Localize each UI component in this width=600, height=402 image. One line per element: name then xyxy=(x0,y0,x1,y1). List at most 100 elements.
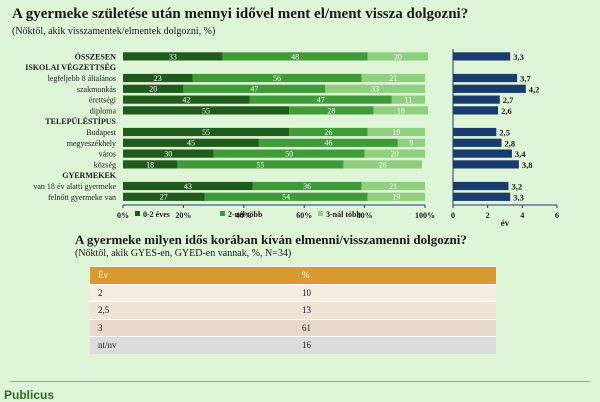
data-label: 2,5 xyxy=(499,128,510,138)
data-label: 3,4 xyxy=(515,149,526,159)
table-row: 3 61 xyxy=(90,318,496,337)
chart-subtitle: (Nőktől, akik visszamentek/elmentek dolg… xyxy=(12,26,216,37)
bar-segment xyxy=(222,52,368,61)
table-cell: nt/nv xyxy=(90,336,294,354)
data-label: 3,2 xyxy=(511,182,522,192)
tick-label: 2 xyxy=(486,211,490,220)
bar-segment xyxy=(391,95,425,104)
category-label: ÖSSZESEN xyxy=(75,52,117,61)
legend-label: 2-nél több xyxy=(228,210,263,219)
data-label: 54 xyxy=(282,193,290,202)
table-title: A gyermeke milyen idős korában kíván elm… xyxy=(75,232,467,247)
data-label: 21 xyxy=(389,74,397,83)
data-label: 46 xyxy=(324,139,332,148)
data-label: 18 xyxy=(397,106,405,115)
bar xyxy=(453,127,497,137)
bar-segment xyxy=(123,138,259,147)
bar-segment xyxy=(123,106,290,115)
table-row: 2,5 13 xyxy=(90,301,496,319)
bar-segment xyxy=(123,95,250,104)
bar-segment xyxy=(367,192,425,201)
bar-segment xyxy=(343,160,422,169)
bar-segment xyxy=(123,127,290,137)
bar xyxy=(453,160,519,169)
bar-segment xyxy=(325,84,425,93)
data-label: 56 xyxy=(273,74,281,83)
bar-segment xyxy=(364,149,425,158)
bar-segment xyxy=(373,106,429,115)
bar xyxy=(453,84,526,93)
bar xyxy=(453,192,511,201)
legend-label: 0-2 éves xyxy=(143,210,170,219)
bar-segment xyxy=(397,138,425,147)
table-cell: 2,5 xyxy=(90,301,294,319)
bar-segment xyxy=(289,106,374,115)
table-row: 2 10 xyxy=(90,283,496,302)
bar-segment xyxy=(289,127,368,137)
table-cell: 61 xyxy=(294,318,496,337)
result-table: Év % 2 10 2,5 13 3 61 nt/nv 16 xyxy=(90,266,496,354)
bar-segment xyxy=(123,52,223,61)
table-cell: 3 xyxy=(90,318,294,337)
data-label: 33 xyxy=(371,85,379,94)
brand-logo: Publicus xyxy=(4,388,55,402)
data-label: 45 xyxy=(187,139,195,148)
bar-segment xyxy=(204,192,368,201)
table-subtitle: (Nőktől, akik GYES-en, GYED-en vannak, %… xyxy=(75,248,292,259)
bar-segment xyxy=(123,181,253,191)
category-label: van 18 év alatti gyermeke xyxy=(33,182,116,191)
table-header-cell: Év xyxy=(90,266,294,284)
bar-segment xyxy=(123,192,205,201)
bar xyxy=(453,95,500,104)
category-label: diploma xyxy=(90,106,117,115)
data-label: 3,8 xyxy=(522,160,533,170)
bar-segment xyxy=(258,138,398,147)
data-label: 19 xyxy=(392,193,400,202)
bar-segment xyxy=(367,127,425,137)
table-cell: 13 xyxy=(294,301,496,319)
data-label: 20 xyxy=(149,85,157,94)
data-label: 30 xyxy=(164,150,172,159)
table-row: nt/nv 16 xyxy=(90,336,496,354)
data-label: 9 xyxy=(409,139,413,148)
data-label: 2,8 xyxy=(505,138,516,148)
data-label: 55 xyxy=(202,106,210,115)
legend-label: 3-nál több xyxy=(326,210,361,219)
category-label: GYERMEKEK xyxy=(62,171,117,180)
data-label: 50 xyxy=(285,150,293,159)
data-label: 42 xyxy=(182,96,190,105)
bar xyxy=(453,138,502,147)
data-label: 11 xyxy=(405,96,413,105)
tick-label: 20% xyxy=(175,211,191,220)
bar xyxy=(453,73,518,83)
data-label: 3,3 xyxy=(513,192,524,202)
legend-swatch xyxy=(318,211,323,216)
category-label: felnőtt gyermeke van xyxy=(48,193,116,202)
bar xyxy=(453,52,511,61)
category-label: Budapest xyxy=(86,128,117,137)
bar-segment xyxy=(361,181,425,191)
bar-segment xyxy=(249,95,392,104)
bar-segment xyxy=(123,84,184,93)
table-cell: 16 xyxy=(294,336,496,354)
table-cell: 2 xyxy=(90,283,294,302)
data-label: 3,3 xyxy=(513,52,524,62)
x-axis-label: év xyxy=(501,218,510,228)
category-label: legfeljebb 8 általános xyxy=(48,74,116,83)
table-header-row: Év % xyxy=(90,266,496,284)
data-label: 47 xyxy=(317,96,325,105)
tick-label: 60% xyxy=(296,211,312,220)
data-label: 23 xyxy=(154,74,162,83)
tick-label: 0% xyxy=(117,211,129,220)
bar-segment xyxy=(367,52,429,61)
category-label: érettségi xyxy=(89,96,117,105)
data-label: 20 xyxy=(391,150,399,159)
bar-segment xyxy=(123,149,214,158)
category-label: város xyxy=(99,150,116,159)
data-label: 19 xyxy=(392,128,400,137)
bar-segment xyxy=(361,73,425,83)
data-label: 27 xyxy=(160,193,168,202)
category-label: TELEPÜLÉSTÍPUS xyxy=(45,116,116,126)
data-label: 48 xyxy=(291,52,299,61)
data-label: 26 xyxy=(324,128,332,137)
